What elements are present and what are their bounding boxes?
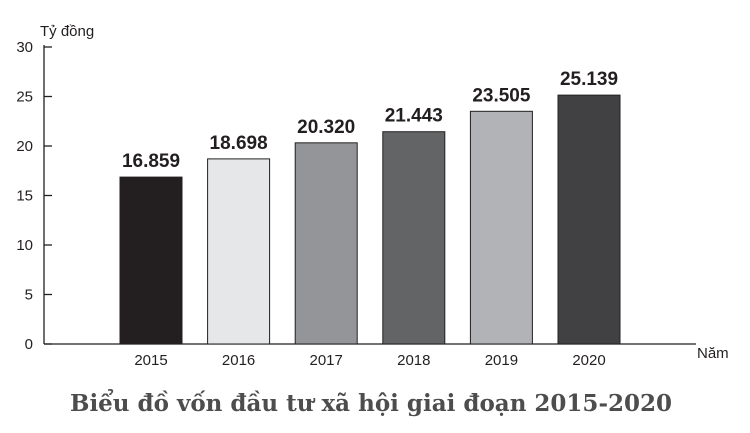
y-tick-label: 25 — [16, 89, 33, 106]
x-tick-label-2017: 2017 — [310, 352, 343, 369]
chart-title: Biểu đồ vốn đầu tư xã hội giai đoạn 2015… — [70, 389, 672, 417]
y-tick-label: 30 — [16, 39, 33, 56]
value-label-2020: 25.139 — [560, 69, 618, 90]
value-label-2019: 23.505 — [472, 85, 531, 106]
x-axis: 2015 2016 2017 2018 2019 2020 — [44, 343, 696, 369]
bar-2018 — [382, 131, 446, 345]
x-tick-label-2020: 2020 — [572, 352, 605, 369]
bar-2019 — [469, 110, 533, 345]
value-label-2018: 21.443 — [385, 106, 443, 127]
y-tick-label: 0 — [25, 336, 33, 353]
y-axis: 0 5 10 15 20 25 30 — [16, 39, 52, 353]
bars — [119, 94, 621, 345]
value-label-2015: 16.859 — [122, 151, 180, 172]
bar-2017 — [294, 142, 358, 345]
value-labels: 16.859 18.698 20.320 21.443 23.505 25.139 — [122, 69, 618, 172]
x-tick-label-2019: 2019 — [485, 352, 518, 369]
x-tick-label-2015: 2015 — [134, 352, 167, 369]
bar-2016 — [207, 158, 271, 345]
y-tick-label: 10 — [16, 237, 33, 254]
value-label-2016: 18.698 — [210, 133, 268, 154]
y-axis-title: Tỷ đồng — [40, 23, 94, 40]
bar-2020 — [557, 94, 621, 345]
y-tick-label: 15 — [16, 188, 33, 205]
x-tick-label-2018: 2018 — [397, 352, 430, 369]
y-tick-label: 20 — [16, 138, 33, 155]
y-tick-label: 5 — [25, 287, 33, 304]
x-axis-title: Năm — [697, 345, 729, 362]
x-tick-label-2016: 2016 — [222, 352, 255, 369]
value-label-2017: 20.320 — [297, 117, 355, 138]
bar-2015 — [119, 176, 183, 345]
